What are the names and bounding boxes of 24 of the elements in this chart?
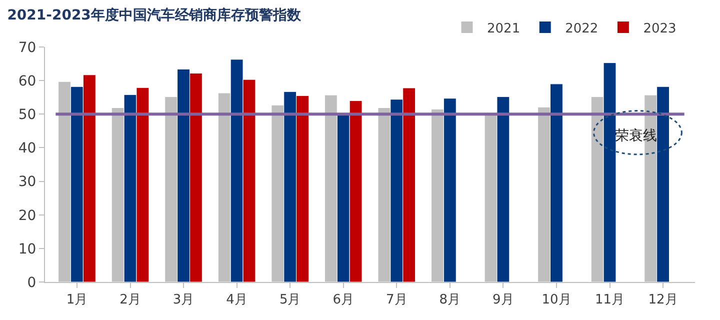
- y-tick-label: 10: [18, 241, 36, 258]
- x-tick-label: 10月: [542, 292, 572, 308]
- y-tick-label: 40: [18, 140, 36, 157]
- chart-title: 2021-2023年度中国汽车经销商库存预警指数: [7, 6, 302, 24]
- y-tick-label: 20: [18, 208, 36, 224]
- legend-label: 2021: [487, 21, 520, 36]
- x-tick-label: 6月: [332, 292, 354, 308]
- x-tick-label: 3月: [172, 292, 194, 308]
- legend-label: 2023: [643, 21, 676, 36]
- x-tick-label: 7月: [386, 292, 408, 308]
- x-tick-label: 2月: [120, 292, 141, 308]
- x-tick-label: 9月: [492, 292, 514, 308]
- y-tick-label: 50: [18, 107, 36, 124]
- x-tick-label: 12月: [648, 292, 678, 308]
- y-tick-label: 0: [27, 274, 36, 291]
- x-tick-label: 11月: [594, 292, 625, 308]
- x-tick-label: 5月: [279, 292, 301, 308]
- legend-label: 2022: [565, 21, 598, 36]
- y-tick-label: 60: [18, 73, 36, 90]
- y-tick-label: 70: [18, 40, 36, 56]
- x-tick-label: 1月: [66, 292, 88, 308]
- x-tick-label: 8月: [439, 292, 461, 308]
- x-tick-label: 4月: [226, 292, 248, 308]
- y-tick-label: 30: [18, 174, 36, 190]
